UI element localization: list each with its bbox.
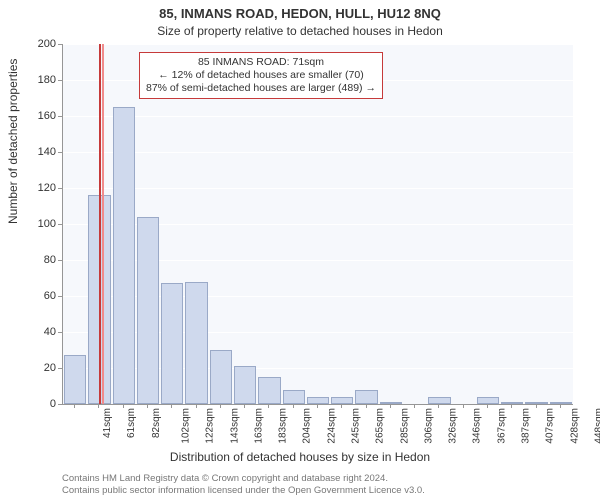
xtick-mark [536, 404, 537, 408]
xtick-label: 448sqm [593, 408, 600, 444]
ytick-label: 40 [16, 326, 56, 338]
xtick-label: 387sqm [521, 408, 532, 444]
histogram-bar [307, 397, 329, 404]
xtick-mark [463, 404, 464, 408]
ytick-mark [58, 44, 62, 45]
xtick-label: 265sqm [375, 408, 386, 444]
ytick-label: 80 [16, 254, 56, 266]
gridline-h [63, 152, 573, 153]
xtick-mark [366, 404, 367, 408]
ytick-label: 200 [16, 38, 56, 50]
gridline-h [63, 188, 573, 189]
xtick-label: 183sqm [278, 408, 289, 444]
ytick-label: 60 [16, 290, 56, 302]
xtick-mark [317, 404, 318, 408]
xtick-label: 143sqm [229, 408, 240, 444]
annotation-line: 85 INMANS ROAD: 71sqm [146, 56, 376, 69]
annotation-box: 85 INMANS ROAD: 71sqm← 12% of detached h… [139, 52, 383, 99]
histogram-bar [161, 283, 183, 404]
ytick-label: 160 [16, 110, 56, 122]
ytick-mark [58, 116, 62, 117]
plot-area: 85 INMANS ROAD: 71sqm← 12% of detached h… [62, 44, 573, 405]
histogram-bar [64, 355, 86, 404]
annotation-line: 87% of semi-detached houses are larger (… [146, 82, 376, 95]
xtick-label: 285sqm [399, 408, 410, 444]
gridline-h [63, 116, 573, 117]
x-axis-label: Distribution of detached houses by size … [0, 450, 600, 464]
footer-attribution: Contains HM Land Registry data © Crown c… [62, 473, 425, 496]
xtick-mark [438, 404, 439, 408]
xtick-mark [196, 404, 197, 408]
ytick-label: 100 [16, 218, 56, 230]
xtick-label: 204sqm [302, 408, 313, 444]
footer-line-2: Contains public sector information licen… [62, 485, 425, 496]
histogram-bar [113, 107, 135, 404]
xtick-label: 102sqm [181, 408, 192, 444]
xtick-mark [293, 404, 294, 408]
xtick-mark [487, 404, 488, 408]
histogram-bar [234, 366, 256, 404]
xtick-mark [244, 404, 245, 408]
ytick-label: 120 [16, 182, 56, 194]
ytick-mark [58, 296, 62, 297]
histogram-bar [477, 397, 499, 404]
histogram-bar [185, 282, 207, 404]
ytick-label: 0 [16, 398, 56, 410]
xtick-label: 306sqm [423, 408, 434, 444]
xtick-mark [414, 404, 415, 408]
footer-line-1: Contains HM Land Registry data © Crown c… [62, 473, 425, 484]
xtick-label: 346sqm [472, 408, 483, 444]
xtick-mark [171, 404, 172, 408]
xtick-mark [98, 404, 99, 408]
ytick-mark [58, 404, 62, 405]
ytick-mark [58, 260, 62, 261]
xtick-label: 428sqm [569, 408, 580, 444]
ytick-mark [58, 368, 62, 369]
xtick-label: 367sqm [496, 408, 507, 444]
ytick-label: 180 [16, 74, 56, 86]
xtick-mark [220, 404, 221, 408]
ytick-mark [58, 188, 62, 189]
xtick-label: 41sqm [102, 408, 113, 438]
histogram-bar [331, 397, 353, 404]
ytick-mark [58, 152, 62, 153]
xtick-label: 245sqm [351, 408, 362, 444]
gridline-h [63, 44, 573, 45]
xtick-mark [341, 404, 342, 408]
xtick-mark [511, 404, 512, 408]
xtick-mark [147, 404, 148, 408]
xtick-label: 326sqm [448, 408, 459, 444]
ytick-mark [58, 224, 62, 225]
reference-line [99, 44, 101, 404]
histogram-bar [258, 377, 280, 404]
ytick-label: 140 [16, 146, 56, 158]
xtick-mark [560, 404, 561, 408]
histogram-bar [137, 217, 159, 404]
histogram-bar [428, 397, 450, 404]
ytick-mark [58, 332, 62, 333]
ytick-mark [58, 80, 62, 81]
xtick-mark [268, 404, 269, 408]
xtick-label: 122sqm [205, 408, 216, 444]
reference-line [102, 44, 104, 404]
xtick-mark [390, 404, 391, 408]
xtick-label: 407sqm [545, 408, 556, 444]
xtick-label: 224sqm [326, 408, 337, 444]
xtick-mark [74, 404, 75, 408]
xtick-mark [123, 404, 124, 408]
histogram-bar [355, 390, 377, 404]
chart-subtitle: Size of property relative to detached ho… [0, 24, 600, 38]
chart-title: 85, INMANS ROAD, HEDON, HULL, HU12 8NQ [0, 6, 600, 21]
histogram-bar [210, 350, 232, 404]
ytick-label: 20 [16, 362, 56, 374]
histogram-bar [283, 390, 305, 404]
xtick-label: 61sqm [126, 408, 137, 438]
annotation-line: ← 12% of detached houses are smaller (70… [146, 69, 376, 82]
xtick-label: 82sqm [151, 408, 162, 438]
xtick-label: 163sqm [253, 408, 264, 444]
